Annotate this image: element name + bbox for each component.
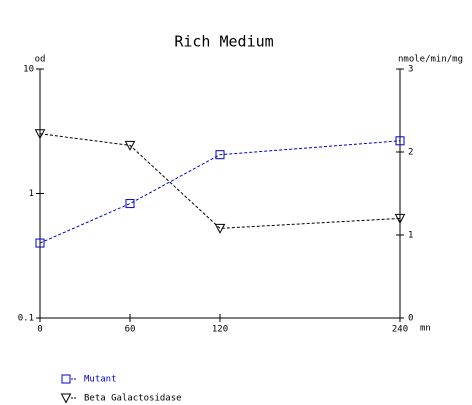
x-axis-label: mn — [420, 324, 431, 334]
y-tick-label: 0.1 — [18, 314, 34, 324]
legend-label: Mutant — [84, 375, 117, 385]
y2-tick-label: 1 — [408, 231, 413, 241]
x-tick-label: 120 — [212, 325, 228, 335]
legend-marker — [60, 393, 72, 404]
x-tick-label: 0 — [37, 325, 42, 335]
marker — [395, 136, 405, 146]
y-axis-label: od — [35, 55, 46, 65]
y2-tick-label: 2 — [408, 148, 413, 158]
marker — [125, 199, 135, 209]
marker — [124, 140, 136, 151]
marker — [215, 150, 225, 160]
marker — [214, 223, 226, 234]
chart-title: Rich Medium — [174, 33, 273, 51]
series-line — [39, 140, 401, 244]
series-line — [39, 133, 401, 229]
marker — [394, 213, 406, 224]
y2-axis-label: nmole/min/mg — [398, 55, 463, 65]
y-tick-label: 10 — [23, 65, 34, 75]
marker — [35, 238, 45, 248]
legend-label: Beta Galactosidase — [84, 394, 182, 404]
marker — [34, 129, 46, 140]
y2-tick-label: 3 — [408, 65, 413, 75]
x-tick-label: 240 — [392, 325, 408, 335]
y-tick-label: 1 — [29, 189, 34, 199]
legend-marker — [61, 374, 71, 384]
y2-tick-label: 0 — [408, 314, 413, 324]
x-tick-label: 60 — [125, 325, 136, 335]
